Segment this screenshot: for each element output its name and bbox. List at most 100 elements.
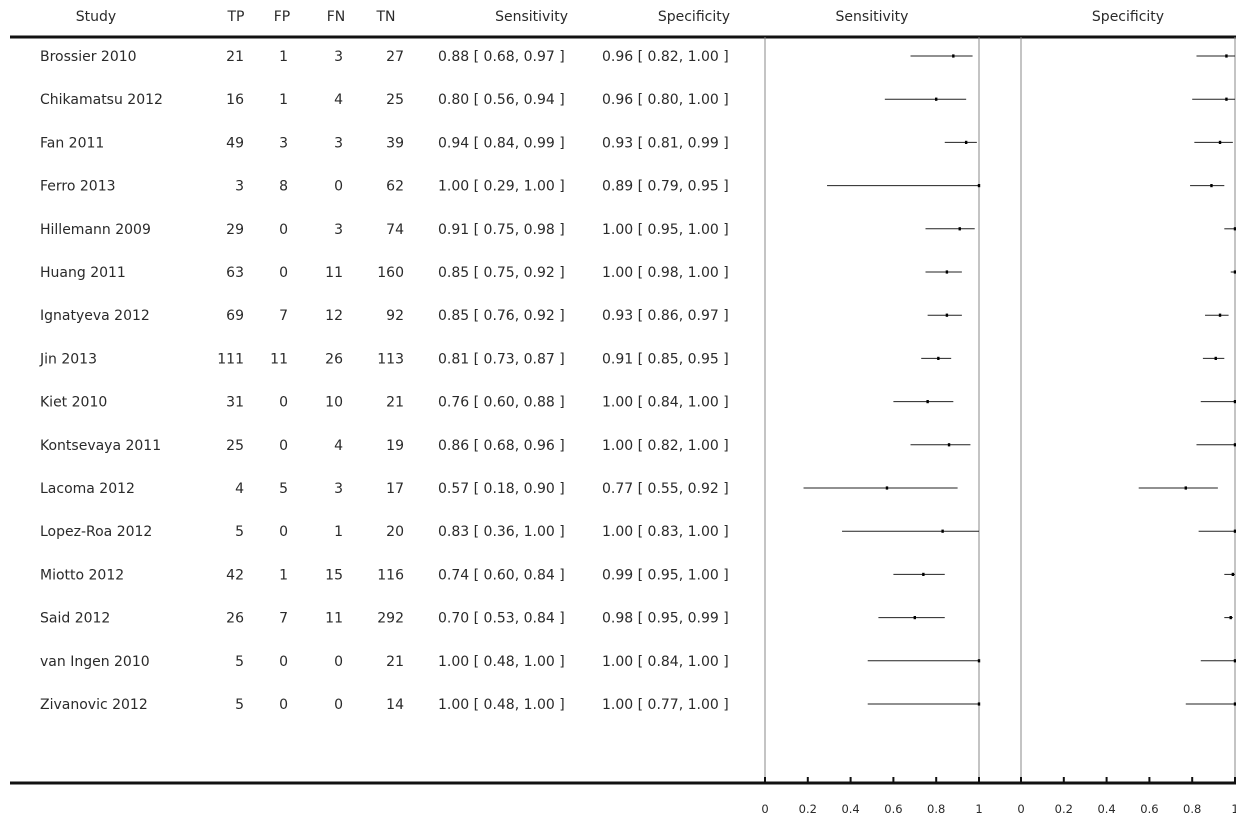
cell-tp: 29 <box>226 222 244 238</box>
cell-tp: 4 <box>235 481 244 497</box>
cell-study: Ignatyeva 2012 <box>40 308 150 324</box>
tick-label: 0.8 <box>927 802 945 816</box>
cell-fp: 0 <box>279 697 288 713</box>
cell-spec-text: 1.00 [ 0.83, 1.00 ] <box>602 524 729 540</box>
cell-study: Miotto 2012 <box>40 567 124 583</box>
point-estimate <box>947 443 951 447</box>
cell-tn: 20 <box>386 524 404 540</box>
point-estimate <box>935 97 938 101</box>
tick-label: 0.4 <box>841 802 859 816</box>
cell-sens-text: 1.00 [ 0.29, 1.00 ] <box>438 179 565 195</box>
cell-tp: 31 <box>226 395 244 411</box>
point-estimate <box>1184 486 1187 490</box>
cell-tp: 111 <box>217 351 244 367</box>
point-estimate <box>977 659 981 663</box>
cell-fn: 26 <box>325 351 343 367</box>
cell-fp: 0 <box>279 438 288 454</box>
cell-fn: 10 <box>325 395 343 411</box>
cell-spec-text: 1.00 [ 0.84, 1.00 ] <box>602 654 729 670</box>
cell-sens-text: 0.83 [ 0.36, 1.00 ] <box>438 524 565 540</box>
cell-spec-text: 0.98 [ 0.95, 0.99 ] <box>602 611 729 627</box>
cell-tp: 5 <box>235 524 244 540</box>
cell-study: Kiet 2010 <box>40 395 107 411</box>
cell-fn: 12 <box>325 308 343 324</box>
point-estimate <box>1233 227 1236 231</box>
cell-fp: 0 <box>279 654 288 670</box>
cell-spec-text: 0.89 [ 0.79, 0.95 ] <box>602 179 729 195</box>
cell-tp: 21 <box>226 49 244 65</box>
header-sensitivity: Sensitivity <box>495 9 568 25</box>
point-estimate <box>1218 313 1222 317</box>
study-rows: Brossier 2010 21 1 3 27 0.88 [ 0.68, 0.97 ] 0.… <box>39 49 729 713</box>
cell-fp: 0 <box>279 265 288 281</box>
cell-tn: 39 <box>386 135 404 151</box>
cell-study: van Ingen 2010 <box>40 654 150 670</box>
cell-sens-text: 0.88 [ 0.68, 0.97 ] <box>438 49 565 65</box>
cell-spec-text: 0.96 [ 0.80, 1.00 ] <box>602 92 729 108</box>
cell-fp: 7 <box>279 611 288 627</box>
point-estimate <box>1231 572 1235 576</box>
tick-label: 0 <box>761 802 768 816</box>
cell-sens-text: 0.76 [ 0.60, 0.88 ] <box>438 395 565 411</box>
cell-tn: 113 <box>377 351 404 367</box>
tick-label: 1 <box>975 802 982 816</box>
header-tp: TP <box>227 9 245 25</box>
cell-study: Fan 2011 <box>40 135 104 151</box>
cell-fn: 4 <box>334 92 343 108</box>
plot-panels: 0 0.2 0.4 0.6 0.8 1 0 0.2 0.4 0.6 0.8 1 <box>761 37 1236 816</box>
tick-label: 0.4 <box>1097 802 1115 816</box>
cell-fp: 8 <box>279 179 288 195</box>
point-estimate <box>1225 54 1228 58</box>
cell-tp: 42 <box>226 567 244 583</box>
point-estimate <box>913 616 916 620</box>
cell-fp: 0 <box>279 395 288 411</box>
cell-sens-text: 0.81 [ 0.73, 0.87 ] <box>438 351 565 367</box>
cell-sens-text: 0.80 [ 0.56, 0.94 ] <box>438 92 565 108</box>
cell-study: Jin 2013 <box>39 351 97 367</box>
cell-sens-text: 0.91 [ 0.75, 0.98 ] <box>438 222 565 238</box>
cell-spec-text: 1.00 [ 0.82, 1.00 ] <box>602 438 729 454</box>
cell-sens-text: 0.85 [ 0.75, 0.92 ] <box>438 265 565 281</box>
cell-tp: 69 <box>226 308 244 324</box>
point-estimate <box>1214 356 1217 360</box>
cell-fn: 0 <box>334 179 343 195</box>
header-plot-sensitivity: Sensitivity <box>836 9 909 25</box>
cell-sens-text: 0.70 [ 0.53, 0.84 ] <box>438 611 565 627</box>
cell-spec-text: 0.77 [ 0.55, 0.92 ] <box>602 481 729 497</box>
header-tn: TN <box>375 9 395 25</box>
cell-fn: 1 <box>334 524 343 540</box>
cell-fn: 0 <box>334 654 343 670</box>
cell-fp: 1 <box>279 92 288 108</box>
cell-study: Brossier 2010 <box>40 49 137 65</box>
cell-spec-text: 0.96 [ 0.82, 1.00 ] <box>602 49 729 65</box>
cell-sens-text: 0.94 [ 0.84, 0.99 ] <box>438 135 565 151</box>
cell-study: Lopez-Roa 2012 <box>40 524 152 540</box>
cell-tn: 292 <box>377 611 404 627</box>
cell-fn: 15 <box>325 567 343 583</box>
point-estimate <box>958 227 961 231</box>
point-estimate <box>977 702 981 706</box>
cell-sens-text: 1.00 [ 0.48, 1.00 ] <box>438 697 565 713</box>
point-estimate <box>1233 702 1236 706</box>
cell-fp: 0 <box>279 222 288 238</box>
cell-study: Ferro 2013 <box>40 179 116 195</box>
cell-tp: 25 <box>226 438 244 454</box>
cell-tp: 5 <box>235 697 244 713</box>
tick-label: 0.6 <box>1140 802 1158 816</box>
point-estimate <box>952 54 955 58</box>
cell-sens-text: 1.00 [ 0.48, 1.00 ] <box>438 654 565 670</box>
cell-fp: 1 <box>279 49 288 65</box>
point-estimate <box>941 529 944 533</box>
cell-spec-text: 0.99 [ 0.95, 1.00 ] <box>602 567 729 583</box>
cell-spec-text: 1.00 [ 0.84, 1.00 ] <box>602 395 729 411</box>
point-estimate <box>1233 529 1236 533</box>
point-estimate <box>1233 400 1236 404</box>
cell-fn: 11 <box>325 611 343 627</box>
cell-sens-text: 0.74 [ 0.60, 0.84 ] <box>438 567 565 583</box>
point-estimate <box>937 356 940 360</box>
column-headers: Study TP FP FN TN Sensitivity Specificit… <box>76 9 1164 25</box>
cell-tn: 116 <box>377 567 404 583</box>
point-estimate <box>885 486 889 490</box>
cell-fp: 0 <box>279 524 288 540</box>
